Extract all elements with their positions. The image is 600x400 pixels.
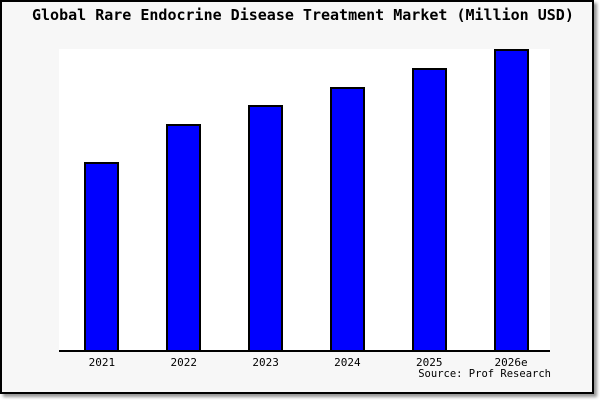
bar-2021 — [84, 162, 120, 350]
x-tick-label-2024: 2024 — [334, 356, 361, 369]
bar-2024 — [329, 87, 365, 350]
x-tick-label-2022: 2022 — [170, 356, 198, 369]
source-credit: Source: Prof Research — [418, 368, 551, 380]
bar-2025 — [411, 68, 447, 350]
x-tick-label-2025: 2025 — [416, 356, 443, 369]
bar-2022 — [166, 124, 202, 350]
bar-2023 — [248, 105, 284, 350]
x-tick-label-2021: 2021 — [88, 356, 116, 369]
chart-title: Global Rare Endocrine Disease Treatment … — [32, 6, 574, 24]
x-tick-label-2026e: 2026e — [494, 356, 528, 369]
bar-2026e — [493, 49, 529, 350]
chart-frame: Global Rare Endocrine Disease Treatment … — [0, 0, 594, 394]
x-tick-label-2023: 2023 — [252, 356, 279, 369]
plot-area — [59, 49, 550, 350]
x-axis-line — [59, 350, 550, 352]
